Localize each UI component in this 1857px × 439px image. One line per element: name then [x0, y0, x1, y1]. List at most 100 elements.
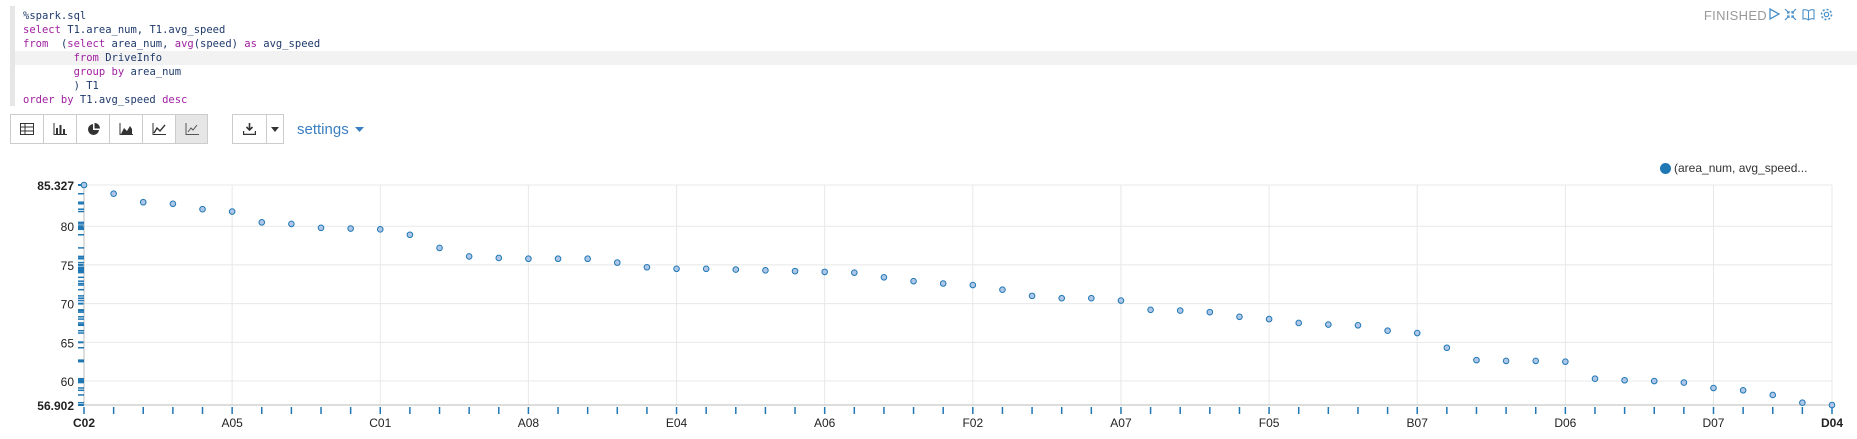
sql-text: ( [48, 38, 68, 50]
data-point[interactable] [702, 265, 710, 273]
scatter-chart[interactable]: 85.327 80 75 70 65 60 56.902 C02 A05 C01 A08 E04 A06… [0, 150, 1857, 439]
pie-chart-button[interactable] [76, 114, 109, 144]
book-icon[interactable] [1802, 8, 1815, 21]
data-point[interactable] [732, 266, 740, 273]
gear-icon[interactable] [1820, 8, 1833, 21]
data-point[interactable] [1769, 391, 1777, 399]
download-button[interactable] [232, 114, 266, 144]
data-point[interactable] [1710, 384, 1717, 392]
data-point[interactable] [525, 255, 532, 263]
data-point[interactable] [1621, 376, 1628, 384]
data-point[interactable] [1147, 306, 1154, 314]
data-point[interactable] [1117, 297, 1125, 304]
data-point[interactable] [584, 255, 591, 263]
data-point[interactable] [939, 280, 947, 287]
data-point[interactable] [1591, 375, 1599, 383]
data-point[interactable] [80, 181, 88, 189]
data-point[interactable] [762, 267, 769, 274]
data-point[interactable] [495, 254, 503, 262]
chart-legend[interactable]: (area_num, avg_speed... [1660, 161, 1807, 175]
data-point[interactable] [1354, 321, 1362, 329]
data-point[interactable] [1502, 357, 1510, 365]
data-point[interactable] [1058, 294, 1065, 302]
data-point[interactable] [1236, 313, 1243, 321]
data-point[interactable] [1295, 319, 1303, 327]
sql-text: ) T1 [23, 80, 99, 92]
data-point[interactable] [673, 265, 680, 273]
y-tick-label: 56.902 [37, 399, 74, 413]
data-point[interactable] [1562, 358, 1569, 365]
x-tick-label: E04 [666, 416, 688, 430]
x-tick-label: A08 [518, 416, 540, 430]
data-point[interactable] [821, 268, 828, 276]
data-point[interactable] [228, 208, 236, 215]
data-point[interactable] [169, 200, 177, 208]
data-point[interactable] [1473, 356, 1480, 364]
data-point[interactable] [643, 263, 651, 271]
data-point[interactable] [1265, 315, 1273, 323]
data-point[interactable] [1739, 387, 1747, 394]
data-point[interactable] [317, 224, 325, 232]
data-point[interactable] [1680, 379, 1688, 386]
settings-toggle[interactable]: settings [297, 121, 364, 138]
area-chart-button[interactable] [109, 114, 142, 144]
data-point[interactable] [139, 198, 147, 206]
code-line[interactable]: order by T1.avg_speed desc [23, 93, 1857, 107]
scatter-chart-button[interactable] [175, 114, 208, 144]
x-tick-label: F02 [962, 416, 983, 430]
pie-chart-icon [87, 122, 100, 135]
data-point[interactable] [910, 277, 917, 285]
data-point[interactable] [880, 274, 888, 281]
data-point[interactable] [436, 244, 443, 252]
legend-dot [1660, 162, 1671, 174]
bar-chart-button[interactable] [43, 114, 76, 144]
data-point[interactable] [1532, 357, 1540, 365]
data-point[interactable] [1325, 321, 1332, 328]
play-icon[interactable] [1768, 8, 1780, 20]
code-line[interactable]: from (select area_num, avg(speed) as avg… [23, 37, 1857, 51]
y-tick-label: 75 [61, 259, 75, 273]
data-point[interactable] [1206, 308, 1214, 316]
data-point[interactable] [1384, 327, 1391, 335]
data-point[interactable] [554, 255, 562, 263]
sql-keyword: group by [73, 66, 125, 78]
y-tick-label: 85.327 [37, 179, 74, 193]
code-line[interactable]: from DriveInfo [15, 51, 1857, 65]
sql-keyword: select [67, 38, 106, 50]
data-point[interactable] [406, 231, 414, 239]
sql-code[interactable]: %spark.sql select T1.area_num, T1.avg_spe… [15, 9, 1857, 107]
line-chart-button[interactable] [142, 114, 175, 144]
data-point[interactable] [1443, 344, 1451, 352]
data-point[interactable] [851, 269, 858, 276]
data-point[interactable] [465, 253, 473, 260]
data-point[interactable] [1088, 294, 1095, 302]
data-point[interactable] [199, 205, 206, 213]
code-line[interactable]: %spark.sql [23, 9, 1857, 23]
data-point[interactable] [791, 267, 799, 275]
code-editor[interactable]: %spark.sql select T1.area_num, T1.avg_spe… [10, 6, 1857, 106]
code-line[interactable]: select T1.area_num, T1.avg_speed [23, 23, 1857, 37]
data-point[interactable] [258, 219, 266, 226]
data-point[interactable] [110, 190, 117, 198]
data-point[interactable] [999, 286, 1006, 293]
sql-text: (speed) [193, 38, 245, 50]
data-point[interactable] [376, 226, 384, 233]
collapse-icon[interactable] [1784, 8, 1797, 21]
data-point[interactable] [613, 259, 621, 266]
data-point[interactable] [1176, 307, 1184, 314]
data-point[interactable] [969, 281, 977, 289]
download-dropdown-button[interactable] [266, 114, 284, 144]
table-view-button[interactable] [10, 114, 43, 144]
code-line[interactable]: group by area_num [23, 65, 1857, 79]
sql-text: avg_speed [256, 38, 321, 50]
data-point[interactable] [1413, 329, 1421, 337]
x-tick-label: D07 [1702, 416, 1724, 430]
data-point[interactable] [1650, 377, 1658, 385]
data-point[interactable] [1828, 401, 1836, 409]
data-point[interactable] [1028, 292, 1036, 300]
code-line[interactable]: ) T1 [23, 79, 1857, 93]
data-point[interactable] [1799, 399, 1806, 406]
sql-keyword: select [23, 24, 61, 36]
data-point[interactable] [347, 225, 354, 232]
data-point[interactable] [288, 220, 295, 228]
